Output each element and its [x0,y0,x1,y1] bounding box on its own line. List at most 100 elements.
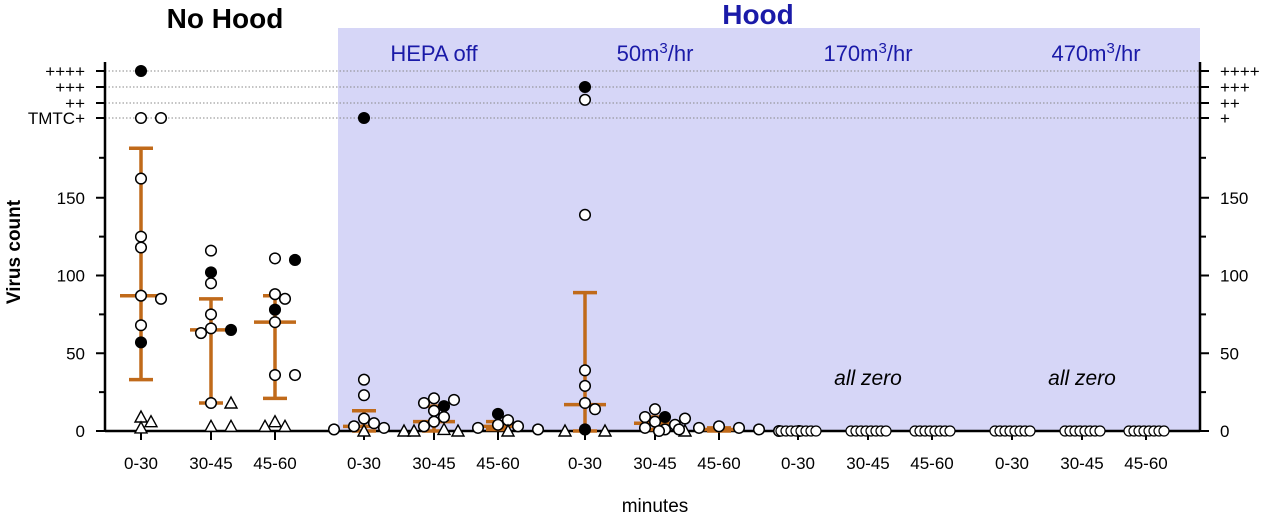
data-point-open [578,208,592,221]
data-point-triangle [133,409,149,423]
x-tick-label: 30-45 [1060,454,1103,473]
data-point-open [204,244,218,257]
data-point-open [134,289,148,302]
data-point-open [648,403,662,416]
data-point-triangle [143,414,159,428]
condition-label: HEPA off [390,41,478,66]
data-point-open [204,277,218,290]
data-point-open [672,423,686,436]
data-point-open [154,292,168,305]
data-point-open [268,316,282,329]
data-point-open [268,288,282,301]
data-point-open [678,412,692,425]
data-point-open [278,292,292,305]
data-point-open [367,417,381,430]
y-tick-label-left: 150 [57,189,85,208]
data-point-open [427,392,441,405]
x-tick-label: 45-60 [697,454,740,473]
data-point-filled [658,410,672,424]
x-tick-label: 0-30 [347,454,381,473]
data-point-triangle [597,423,613,437]
data-point-open [578,364,592,377]
data-point-filled [578,80,592,94]
data-point-open [578,396,592,410]
condition-label: 470m3/hr [1051,40,1140,67]
x-axis-title: minutes [622,496,689,517]
data-point-triangle [257,418,273,433]
data-point-open [417,396,431,410]
data-point-open [588,403,602,416]
data-point-open [638,410,652,424]
data-point-triangle [500,423,516,437]
data-point-triangle [356,423,372,437]
x-tick-label: 30-45 [189,454,232,473]
y-cat-label-right: +++ [1220,78,1250,97]
data-point-open [134,230,148,243]
y-tick-label-right: 50 [1220,344,1239,363]
data-point-filled [357,111,371,125]
data-point-open [154,111,168,125]
data-point-open [417,420,431,433]
data-point-filled [134,64,148,78]
data-point-triangle [450,423,466,437]
data-point-open [268,252,282,265]
data-point-filled [491,407,505,420]
data-point-filled [578,423,592,436]
data-point-open [194,326,208,340]
data-point-triangle [223,395,239,409]
data-point-open [204,322,218,335]
data-point-open [578,379,592,392]
y-tick-label-left: 50 [66,344,85,363]
data-point-open [357,389,371,402]
data-point-open [347,420,361,433]
data-point-open [134,111,148,125]
data-point-zero [880,425,892,437]
data-point-triangle [133,420,149,434]
data-point-filled [224,323,238,336]
hood-title: Hood [722,0,794,30]
x-tick-label: 0-30 [124,454,158,473]
points-layer [133,64,1170,438]
x-tick-label: 45-60 [1124,454,1167,473]
data-point-open [134,172,148,185]
data-point-open [427,404,441,417]
data-point-zero [1094,425,1106,437]
data-point-zero [944,425,956,437]
y-tick-label-left: 0 [76,422,85,441]
y-cat-label-left: ++++ [45,62,85,81]
data-point-zero [810,425,822,437]
data-point-open [437,410,451,424]
data-point-filled [288,253,302,267]
data-point-open [357,373,371,386]
y-cat-label-right: + [1220,109,1230,128]
data-point-open [377,421,391,434]
x-tick-label: 30-45 [412,454,455,473]
data-point-zero [1024,425,1036,437]
x-tick-label: 30-45 [846,454,889,473]
data-point-zero [1158,425,1170,437]
data-point-triangle [396,423,412,437]
data-point-triangle [203,418,219,433]
all-zero-annotation: all zero [1048,367,1116,390]
y-cat-label-left: ++ [65,94,85,113]
data-point-triangle [436,421,452,436]
data-point-filled [134,336,148,349]
data-point-open [712,420,726,433]
data-point-open [357,412,371,425]
x-tick-label: 0-30 [781,454,815,473]
x-tick-label: 45-60 [253,454,296,473]
data-point-triangle [277,418,293,433]
data-point-open [447,393,461,406]
y-axis-title: Virus count [4,199,25,304]
condition-label: 170m3/hr [823,40,912,67]
data-point-triangle [406,423,422,437]
data-point-open [327,423,341,436]
data-point-open [732,421,746,434]
data-point-open [134,241,148,254]
condition-label: 50m3/hr [617,40,694,67]
data-point-filled [204,266,218,279]
y-tick-label-left: 100 [57,267,85,286]
data-point-triangle [223,418,239,433]
data-point-open [471,421,485,434]
y-tick-label-right: 100 [1220,267,1248,286]
